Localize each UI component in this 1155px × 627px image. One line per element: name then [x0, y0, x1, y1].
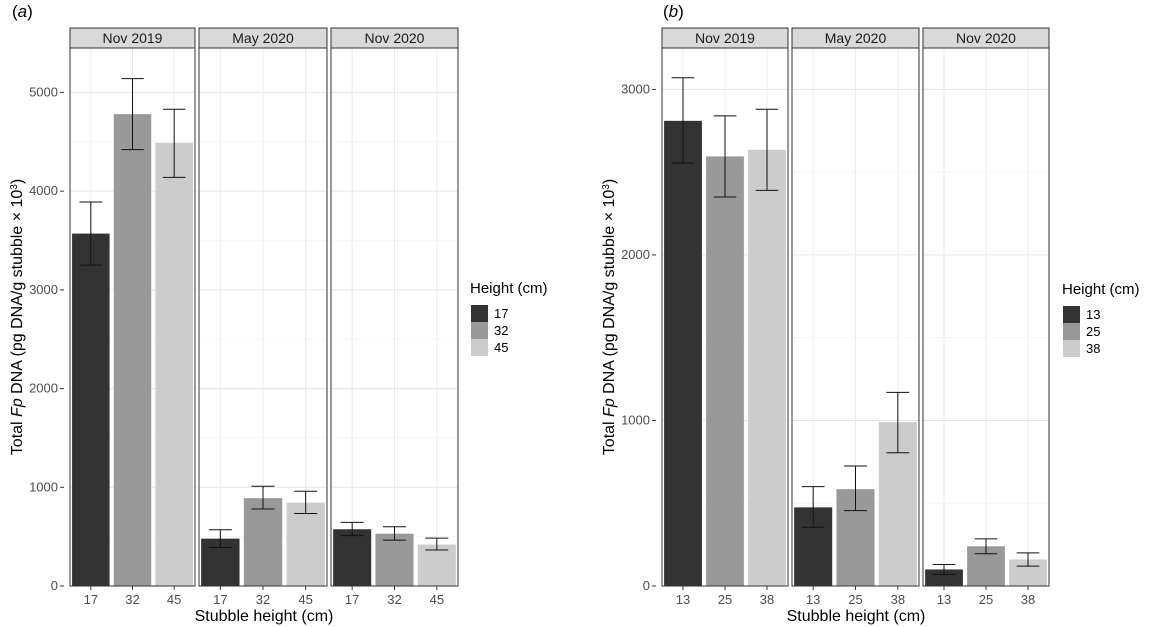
y-axis-title-post: DNA (pg DNA/g stubble × 10: [601, 190, 618, 399]
bar: [155, 142, 193, 586]
x-tick-label: 25: [718, 592, 732, 607]
bar: [113, 114, 152, 586]
panel-border: [198, 47, 328, 587]
chart-panel-b: (b) 0 1000 2000 3000 Nov 2019 13 25 38 May 2020 13…: [601, 2, 1140, 625]
legend: Height (cm) 13 25 38: [1062, 281, 1140, 357]
y-tick-label: 2000: [621, 247, 650, 262]
facet-strip-label: Nov 2019: [103, 30, 163, 46]
y-axis-title-sup: 3: [9, 184, 20, 190]
panel-border: [330, 47, 459, 587]
facet-strip-label: May 2020: [232, 30, 294, 46]
y-axis-title-end: ): [601, 179, 618, 184]
y-axis-title-pre: Total: [601, 417, 618, 455]
legend-label: 38: [1086, 341, 1100, 356]
x-tick-label: 38: [760, 592, 774, 607]
y-axis-title-sup: 3: [601, 184, 612, 190]
legend-label: 13: [1086, 307, 1100, 322]
panel-label-open: (: [12, 2, 18, 21]
y-axis-title: Total Fp DNA (pg DNA/g stubble × 103): [601, 179, 619, 455]
bar: [664, 120, 702, 587]
y-tick-label: 4000: [29, 183, 58, 198]
x-tick-label: 17: [345, 592, 359, 607]
panel-label-open: (: [663, 2, 669, 21]
legend-title: Height (cm): [1062, 281, 1140, 298]
bar: [925, 569, 963, 586]
y-tick-label: 0: [643, 578, 650, 593]
legend-key: [1063, 340, 1080, 357]
panel-label: (b): [663, 2, 684, 21]
panel-label-letter: b: [669, 2, 678, 21]
legend-label: 45: [494, 340, 508, 355]
facet-strip-label: Nov 2020: [956, 30, 1016, 46]
facet-strip-label: Nov 2020: [365, 30, 425, 46]
legend-key: [471, 305, 488, 322]
y-tick-label: 3000: [621, 81, 650, 96]
x-tick-label: 13: [806, 592, 820, 607]
x-tick-label: 45: [430, 592, 444, 607]
y-axis-title: Total Fp DNA (pg DNA/g stubble × 103): [9, 179, 27, 455]
legend-key: [471, 322, 488, 339]
panel-border: [791, 47, 920, 587]
legend: Height (cm) 17 32 45: [470, 280, 548, 356]
panel-label-close: ): [678, 2, 684, 21]
panel-border: [661, 47, 789, 587]
facet-strip-label: Nov 2019: [695, 30, 755, 46]
legend-key: [1063, 306, 1080, 323]
x-tick-label: 13: [937, 592, 951, 607]
legend-label: 25: [1086, 324, 1100, 339]
x-tick-label: 32: [256, 592, 270, 607]
y-axis-title-end: ): [9, 179, 26, 184]
x-tick-label: 25: [979, 592, 993, 607]
y-axis-title-post: DNA (pg DNA/g stubble × 10: [9, 190, 26, 399]
bar: [333, 529, 372, 586]
x-tick-label: 17: [213, 592, 227, 607]
x-tick-label: 25: [848, 592, 862, 607]
facet-strip-label: May 2020: [825, 30, 887, 46]
panel-label-letter: a: [18, 2, 27, 21]
bar: [243, 498, 283, 586]
x-tick-label: 13: [676, 592, 690, 607]
panel-border: [69, 47, 196, 587]
x-tick-label: 32: [387, 592, 401, 607]
x-tick-label: 38: [1021, 592, 1035, 607]
bar: [72, 233, 110, 586]
x-tick-label: 45: [298, 592, 312, 607]
legend-key: [1063, 323, 1080, 340]
x-tick-label: 32: [125, 592, 139, 607]
panel-label: (a): [12, 2, 33, 21]
legend-label: 17: [494, 306, 508, 321]
y-axis-title-italic: Fp: [9, 398, 26, 417]
panel-border: [922, 47, 1050, 587]
y-tick-label: 2000: [29, 381, 58, 396]
x-tick-label: 45: [167, 592, 181, 607]
bar: [375, 533, 414, 586]
x-axis-title: Stubble height (cm): [787, 608, 926, 625]
y-tick-label: 5000: [29, 84, 58, 99]
legend-title: Height (cm): [470, 280, 548, 297]
legend-label: 32: [494, 323, 508, 338]
bar: [706, 156, 744, 587]
y-axis-title-pre: Total: [9, 417, 26, 455]
x-tick-label: 38: [891, 592, 905, 607]
panel-label-close: ): [27, 2, 33, 21]
y-tick-label: 0: [51, 578, 58, 593]
legend-key: [471, 339, 488, 356]
x-tick-label: 17: [84, 592, 98, 607]
y-tick-label: 3000: [29, 282, 58, 297]
bar: [417, 544, 456, 586]
x-axis-title: Stubble height (cm): [195, 608, 334, 625]
bar: [748, 149, 786, 586]
bar: [286, 502, 325, 586]
y-tick-label: 1000: [621, 412, 650, 427]
chart-panel-a: (a) 0 1000 2000 3000 4000 5000 Nov 2019 17 32 45 Ma…: [9, 2, 548, 625]
y-axis-title-italic: Fp: [601, 398, 618, 417]
y-tick-label: 1000: [29, 479, 58, 494]
